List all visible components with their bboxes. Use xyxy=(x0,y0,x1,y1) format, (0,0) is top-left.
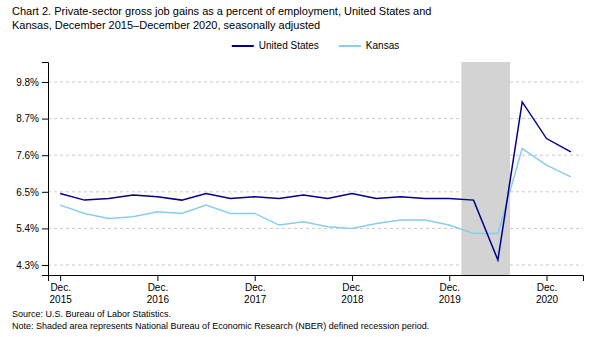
legend-swatch xyxy=(339,45,361,47)
legend-label: United States xyxy=(259,40,319,51)
legend-swatch xyxy=(232,45,254,47)
axis-line xyxy=(49,276,584,282)
legend-item: United States xyxy=(232,40,319,51)
line xyxy=(60,149,571,234)
y-axis: 4.3% 5.4% 6.5% 7.6% 8.7% 9.8% xyxy=(16,63,48,276)
tick-mark xyxy=(60,275,61,281)
tick-mark xyxy=(547,275,548,281)
tick-mark xyxy=(42,82,48,83)
tick: Dec.2016 xyxy=(147,275,170,305)
axis-line xyxy=(42,63,49,276)
tick: 8.7% xyxy=(16,113,48,124)
legend-item: Kansas xyxy=(339,40,399,51)
tick-label: 5.4% xyxy=(16,223,39,234)
tick: 6.5% xyxy=(16,186,48,197)
tick: Dec.2017 xyxy=(244,275,267,305)
tick-label: Dec.2020 xyxy=(536,282,559,305)
tick: Dec.2015 xyxy=(50,275,73,305)
chart: Chart 2. Private-sector gross job gains … xyxy=(0,0,601,337)
legend-label: Kansas xyxy=(366,40,399,51)
tick-label: Dec.2018 xyxy=(341,282,364,305)
tick-label: 9.8% xyxy=(16,77,39,88)
marks xyxy=(60,62,571,275)
tick-label: Dec.2016 xyxy=(147,282,170,305)
x-axis: Dec.2015 Dec.2016 Dec.2017 Dec.2018 Dec.2019… xyxy=(49,275,584,305)
tick: Dec.2018 xyxy=(341,275,364,305)
tick: Dec.2019 xyxy=(439,275,462,305)
tick-label: Dec.2015 xyxy=(50,282,73,305)
tick-label: Dec.2017 xyxy=(244,282,267,305)
tick: 7.6% xyxy=(16,150,48,161)
tick-mark xyxy=(42,155,48,156)
tick-mark xyxy=(42,265,48,266)
legend: United States Kansas xyxy=(232,40,399,51)
plot: Dec.2015 Dec.2016 Dec.2017 Dec.2018 Dec.2019… xyxy=(16,62,583,305)
tick-mark xyxy=(255,275,256,281)
tick-label: 7.6% xyxy=(16,150,39,161)
tick: 9.8% xyxy=(16,77,48,88)
tick: 4.3% xyxy=(16,260,48,271)
tick-mark xyxy=(42,228,48,229)
tick-label: Dec.2019 xyxy=(439,282,462,305)
tick-mark xyxy=(42,192,48,193)
annotation: Source: U.S. Bureau of Labor Statistics.… xyxy=(12,309,429,331)
tick-label: 8.7% xyxy=(16,113,39,124)
tick-mark xyxy=(42,119,48,120)
tick-label: 4.3% xyxy=(16,260,39,271)
tick: Dec.2020 xyxy=(536,275,559,305)
tick: 5.4% xyxy=(16,223,48,234)
shaded-region xyxy=(461,62,510,275)
tick-mark xyxy=(352,275,353,281)
line xyxy=(60,102,571,260)
tick-mark xyxy=(157,275,158,281)
tick-label: 6.5% xyxy=(16,186,39,197)
title: Chart 2. Private-sector gross job gains … xyxy=(12,5,431,31)
tick-mark xyxy=(449,275,450,281)
